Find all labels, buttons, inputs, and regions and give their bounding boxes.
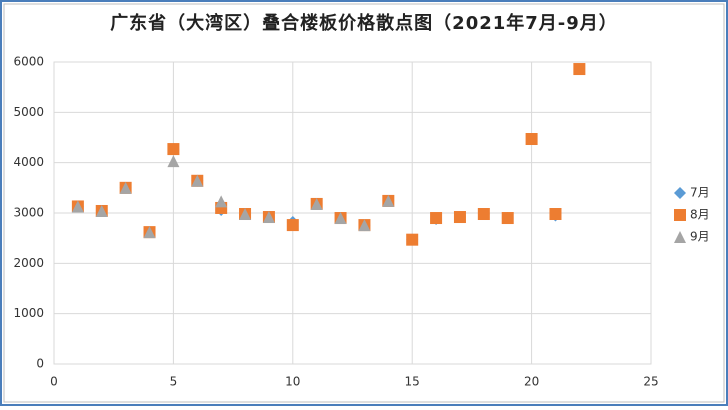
data-point <box>119 181 132 194</box>
legend-label: 9月 <box>690 230 710 244</box>
data-point <box>525 133 538 146</box>
data-point <box>286 219 299 232</box>
data-point <box>573 63 586 76</box>
y-tick-label: 0 <box>36 357 44 371</box>
x-tick-label: 10 <box>285 375 300 389</box>
x-tick-label: 5 <box>170 375 178 389</box>
data-point <box>71 200 84 213</box>
data-point <box>143 226 156 239</box>
data-point <box>430 212 443 225</box>
data-point <box>262 211 275 224</box>
x-tick-label: 25 <box>643 375 658 389</box>
data-point <box>549 208 562 221</box>
y-tick-label: 1000 <box>13 306 44 320</box>
data-point <box>215 195 228 208</box>
data-point <box>167 143 180 156</box>
y-tick-label: 2000 <box>13 256 44 270</box>
chart-title: 广东省（大湾区）叠合楼板价格散点图（2021年7月-9月） <box>110 12 618 34</box>
y-tick-label: 4000 <box>13 155 44 169</box>
data-point <box>477 208 490 221</box>
legend-marker <box>674 209 686 221</box>
data-point <box>239 208 252 221</box>
data-point <box>191 174 204 187</box>
y-tick-label: 6000 <box>13 55 44 69</box>
data-point <box>501 212 514 225</box>
data-point <box>406 233 419 246</box>
data-point <box>358 219 371 232</box>
x-tick-label: 0 <box>50 375 58 389</box>
data-point <box>453 211 466 224</box>
data-point <box>167 155 180 168</box>
data-point <box>382 194 395 207</box>
chart-inner-border <box>3 3 725 403</box>
legend-marker <box>674 187 686 199</box>
y-tick-label: 3000 <box>13 206 44 220</box>
x-tick-label: 15 <box>405 375 420 389</box>
data-point <box>334 212 347 225</box>
data-point <box>95 204 108 217</box>
legend-label: 8月 <box>690 208 710 222</box>
legend-marker <box>674 231 686 243</box>
legend-label: 7月 <box>690 186 710 200</box>
y-tick-label: 5000 <box>13 105 44 119</box>
data-point <box>310 197 323 210</box>
x-tick-label: 20 <box>524 375 539 389</box>
